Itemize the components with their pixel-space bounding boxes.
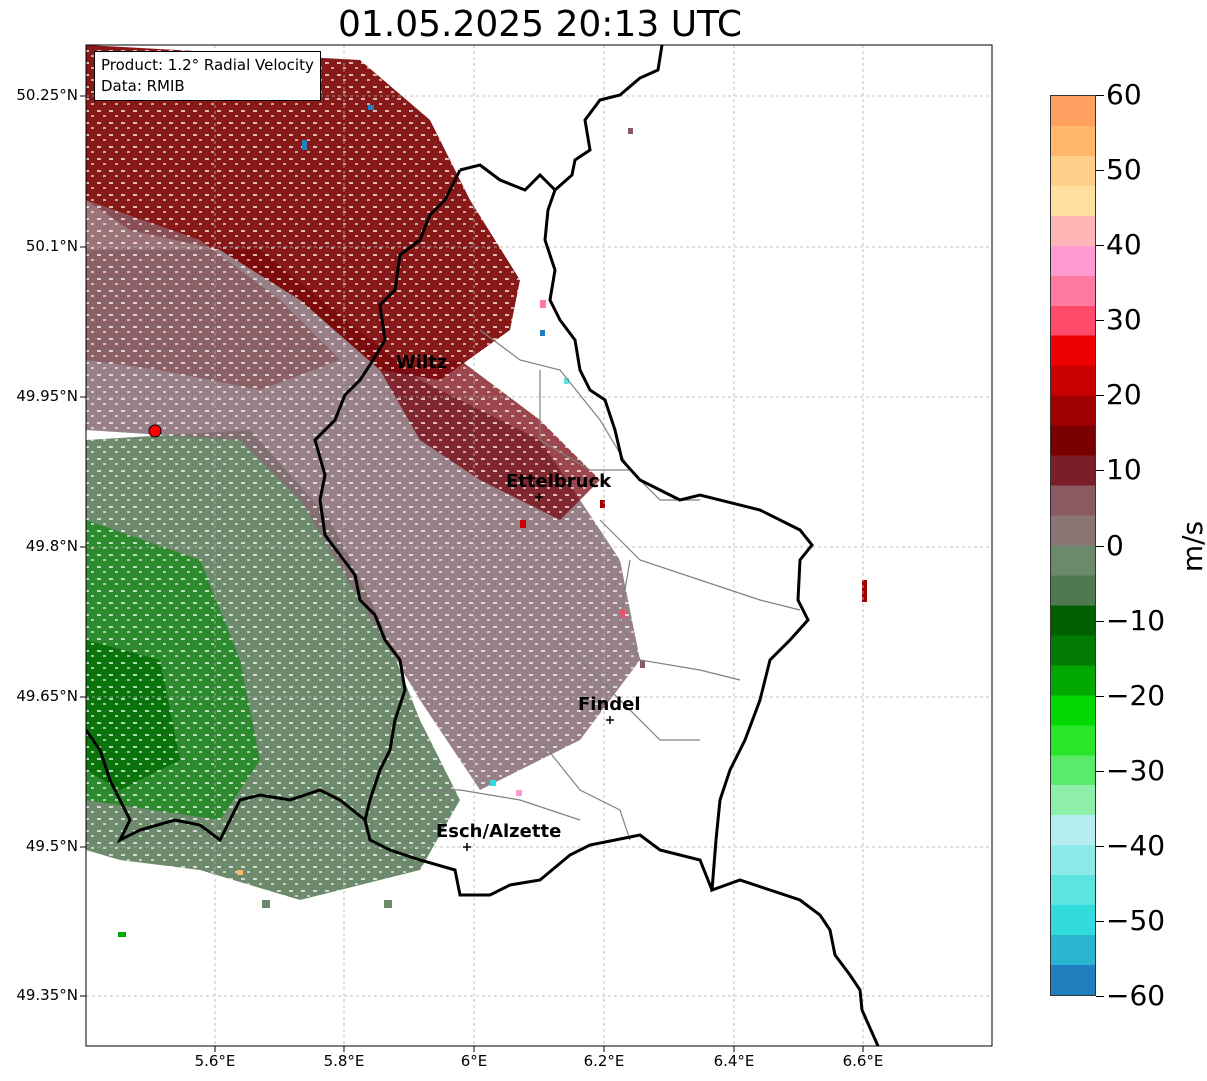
data-source-label: Data: RMIB (101, 77, 185, 95)
velocity-field (86, 45, 992, 1046)
colorbar-tick-label: 0 (1106, 528, 1124, 562)
colorbar-tick-label: 60 (1106, 78, 1142, 111)
lat-label: 50.25°N (16, 86, 78, 104)
colorbar-tick-label: 50 (1106, 153, 1142, 187)
lon-label: 6.6°E (842, 1052, 884, 1070)
colorbar-tick-label: −40 (1106, 828, 1166, 862)
lon-label: 6.2°E (583, 1052, 625, 1070)
city-label-findel: Findel (578, 694, 641, 715)
colorbar-tick-label: −30 (1106, 753, 1166, 787)
colorbar-tick-label: −50 (1106, 903, 1166, 937)
colorbar-tick (1096, 620, 1104, 622)
colorbar-tick-label: 10 (1106, 453, 1142, 487)
colorbar-tick (1096, 245, 1104, 247)
national-border (86, 45, 880, 1046)
colorbar-tick-label: 20 (1106, 378, 1142, 412)
grid-lines (86, 45, 992, 1046)
city-markers (463, 493, 614, 851)
colorbar-tick-label: −20 (1106, 678, 1166, 712)
scattered-echoes (118, 105, 867, 937)
lat-label: 49.65°N (16, 687, 78, 705)
lon-label: 5.8°E (323, 1052, 365, 1070)
colorbar-tick (1096, 470, 1104, 472)
colorbar-tick (1096, 545, 1104, 547)
radar-map (80, 44, 993, 1052)
colorbar-tick (1096, 845, 1104, 847)
colorbar-tick (1096, 920, 1104, 922)
product-label: Product: 1.2° Radial Velocity (101, 56, 314, 74)
colorbar-unit-label: m/s (1176, 520, 1207, 573)
city-label-esch: Esch/Alzette (436, 821, 562, 842)
city-label-ettelbruck: Ettelbruck (506, 471, 612, 492)
colorbar-tick-label: −10 (1106, 603, 1166, 637)
radar-site-marker (148, 424, 162, 438)
colorbar (1050, 95, 1096, 996)
axis-ticks (80, 95, 864, 1052)
map-title: 01.05.2025 20:13 UTC (337, 4, 743, 45)
colorbar-tick (1096, 95, 1104, 96)
canton-borders (410, 329, 801, 841)
colorbar-tick (1096, 695, 1104, 697)
colorbar-tick-label: 30 (1106, 303, 1142, 337)
info-box: Product: 1.2° Radial Velocity Data: RMIB (94, 51, 321, 101)
lat-label: 49.8°N (25, 537, 78, 555)
lat-label: 49.35°N (16, 986, 78, 1004)
lat-label: 49.95°N (16, 387, 78, 405)
colorbar-tick-label: 40 (1106, 228, 1142, 262)
city-label-wiltz: Wiltz (396, 352, 448, 373)
colorbar-tick (1096, 770, 1104, 772)
colorbar-tick (1096, 170, 1104, 172)
colorbar-tick (1096, 996, 1104, 997)
lon-label: 5.6°E (194, 1052, 236, 1070)
colorbar-tick (1096, 320, 1104, 322)
colorbar-tick (1096, 395, 1104, 397)
colorbar-tick-label: −60 (1106, 979, 1166, 1012)
lon-label: 6°E (460, 1052, 488, 1070)
lat-label: 49.5°N (25, 837, 78, 855)
lon-label: 6.4°E (713, 1052, 755, 1070)
lat-label: 50.1°N (25, 237, 78, 255)
